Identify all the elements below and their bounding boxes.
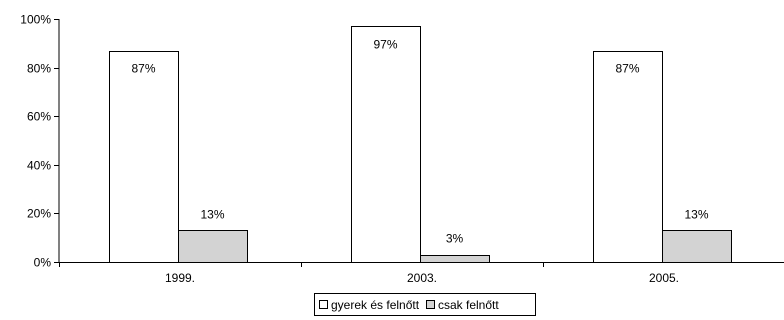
y-tick-label: 40% bbox=[27, 159, 51, 173]
bar-csak-felnott-0 bbox=[178, 230, 248, 263]
legend-box bbox=[314, 293, 536, 316]
y-tick-label: 100% bbox=[20, 13, 51, 27]
legend-label: gyerek és felnőtt bbox=[331, 298, 420, 312]
y-tick-label: 80% bbox=[27, 62, 51, 76]
bars-group bbox=[109, 26, 732, 263]
y-tick-label: 0% bbox=[34, 256, 52, 270]
x-axis: 1999. 2003. 2005. bbox=[59, 262, 784, 285]
bar-gyerek-es-felnott-0 bbox=[109, 51, 179, 263]
bar-csak-felnott-1 bbox=[420, 255, 490, 263]
x-tick-label: 2005. bbox=[649, 271, 679, 285]
x-tick-label: 2003. bbox=[407, 271, 437, 285]
data-labels-group: 87% 97% 87% 13% 3% 13% bbox=[131, 37, 708, 245]
legend-swatch-gyerek-es-felnott bbox=[319, 300, 328, 309]
bar-gyerek-es-felnott-1 bbox=[351, 26, 421, 263]
x-tick-label: 1999. bbox=[165, 271, 195, 285]
y-tick-label: 20% bbox=[27, 207, 51, 221]
data-label: 3% bbox=[446, 232, 464, 246]
y-tick-label: 60% bbox=[27, 110, 51, 124]
data-label: 87% bbox=[615, 62, 639, 76]
data-label: 13% bbox=[684, 207, 708, 221]
data-label: 13% bbox=[200, 207, 224, 221]
legend-label: csak felnőtt bbox=[438, 298, 499, 312]
bar-csak-felnott-2 bbox=[662, 230, 732, 263]
y-axis: 0% 20% 40% 60% 80% 100% bbox=[20, 13, 60, 270]
legend: gyerek és felnőtt csak felnőtt bbox=[314, 293, 536, 316]
data-label: 87% bbox=[131, 62, 155, 76]
legend-swatch-csak-felnott bbox=[426, 300, 435, 309]
bar-gyerek-es-felnott-2 bbox=[593, 51, 663, 263]
data-label: 97% bbox=[373, 37, 397, 51]
